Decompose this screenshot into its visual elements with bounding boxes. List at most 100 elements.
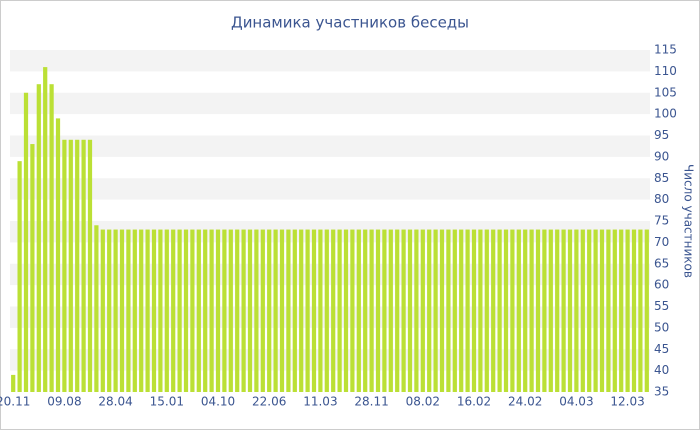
y-tick-label: 50 bbox=[654, 320, 669, 334]
x-tick-label: 22.06 bbox=[252, 395, 286, 409]
bar bbox=[433, 229, 438, 392]
x-tick-label: 11.03 bbox=[303, 395, 337, 409]
y-tick-label: 35 bbox=[654, 385, 669, 399]
y-tick-label: 70 bbox=[654, 235, 669, 249]
bar bbox=[267, 229, 272, 392]
bar bbox=[305, 229, 310, 392]
bar bbox=[299, 229, 304, 392]
bar bbox=[529, 229, 534, 392]
grid-band bbox=[10, 349, 650, 371]
bar bbox=[510, 229, 515, 392]
bar bbox=[401, 229, 406, 392]
bar bbox=[580, 229, 585, 392]
x-tick-label: 24.02 bbox=[508, 395, 542, 409]
x-tick-label: 20.11 bbox=[0, 395, 30, 409]
bar bbox=[30, 144, 35, 392]
bar bbox=[190, 229, 195, 392]
bar bbox=[23, 92, 29, 392]
bar bbox=[420, 229, 425, 392]
bar bbox=[43, 67, 48, 392]
bar bbox=[158, 229, 163, 392]
bar bbox=[196, 229, 201, 392]
bar bbox=[350, 229, 355, 392]
bar bbox=[145, 229, 150, 392]
grid-band bbox=[10, 92, 650, 115]
bar bbox=[356, 229, 361, 392]
bar bbox=[183, 229, 189, 392]
bar bbox=[279, 229, 285, 392]
bar bbox=[638, 229, 643, 392]
bar bbox=[11, 374, 16, 392]
x-tick-label: 16.02 bbox=[457, 395, 491, 409]
bar bbox=[478, 229, 483, 392]
bar bbox=[119, 229, 125, 392]
y-tick-label: 60 bbox=[654, 278, 669, 292]
y-tick-label: 90 bbox=[654, 149, 669, 163]
bar bbox=[606, 229, 611, 392]
bar bbox=[132, 229, 137, 392]
x-tick-label: 04.03 bbox=[559, 395, 593, 409]
bar bbox=[567, 229, 573, 392]
x-tick-label: 09.08 bbox=[47, 395, 81, 409]
x-tick-label: 28.04 bbox=[98, 395, 132, 409]
chart-title: Динамика участников беседы bbox=[231, 14, 469, 32]
grid-band bbox=[10, 50, 650, 72]
bar bbox=[599, 229, 605, 392]
bar bbox=[273, 229, 278, 392]
bar bbox=[491, 229, 496, 392]
bar bbox=[139, 229, 144, 392]
bar bbox=[503, 229, 509, 392]
bar bbox=[497, 229, 502, 392]
bar bbox=[151, 229, 157, 392]
bar bbox=[17, 161, 22, 392]
y-tick-label: 55 bbox=[654, 299, 669, 313]
bar bbox=[471, 229, 477, 392]
x-tick-label: 12.03 bbox=[610, 395, 644, 409]
bar bbox=[100, 229, 105, 392]
bar bbox=[337, 229, 342, 392]
bar bbox=[209, 229, 214, 392]
bar bbox=[286, 229, 291, 392]
bar bbox=[36, 84, 41, 392]
y-tick-label: 95 bbox=[654, 128, 669, 142]
bar bbox=[49, 84, 54, 392]
bar bbox=[388, 229, 393, 392]
bar bbox=[292, 229, 297, 392]
bar bbox=[203, 229, 208, 392]
background bbox=[10, 50, 650, 371]
bar bbox=[612, 229, 617, 392]
bar bbox=[382, 229, 387, 392]
bar bbox=[75, 139, 80, 392]
y-tick-label: 110 bbox=[654, 64, 677, 78]
y-tick-label: 85 bbox=[654, 171, 669, 185]
y-tick-label: 80 bbox=[654, 192, 669, 206]
bar bbox=[452, 229, 457, 392]
bar bbox=[215, 229, 221, 392]
y-tick-label: 115 bbox=[654, 43, 677, 57]
x-tick-label: 08.02 bbox=[406, 395, 440, 409]
bar bbox=[324, 229, 329, 392]
y-tick-label: 75 bbox=[654, 214, 669, 228]
bar bbox=[343, 229, 349, 392]
y-tick-label: 105 bbox=[654, 85, 677, 99]
bar bbox=[414, 229, 419, 392]
bar bbox=[574, 229, 579, 392]
bar bbox=[446, 229, 451, 392]
bar bbox=[516, 229, 521, 392]
bar bbox=[535, 229, 541, 392]
y-tick-label: 100 bbox=[654, 107, 677, 121]
bar bbox=[55, 118, 61, 393]
bar bbox=[465, 229, 470, 392]
bar bbox=[126, 229, 131, 392]
bar bbox=[407, 229, 413, 392]
bar bbox=[177, 229, 182, 392]
x-tick-label: 04.10 bbox=[201, 395, 235, 409]
bar bbox=[81, 139, 86, 392]
bar bbox=[625, 229, 630, 392]
bar bbox=[587, 229, 592, 392]
bar bbox=[548, 229, 553, 392]
bar bbox=[62, 139, 67, 392]
bar bbox=[561, 229, 566, 392]
bar bbox=[107, 229, 112, 392]
